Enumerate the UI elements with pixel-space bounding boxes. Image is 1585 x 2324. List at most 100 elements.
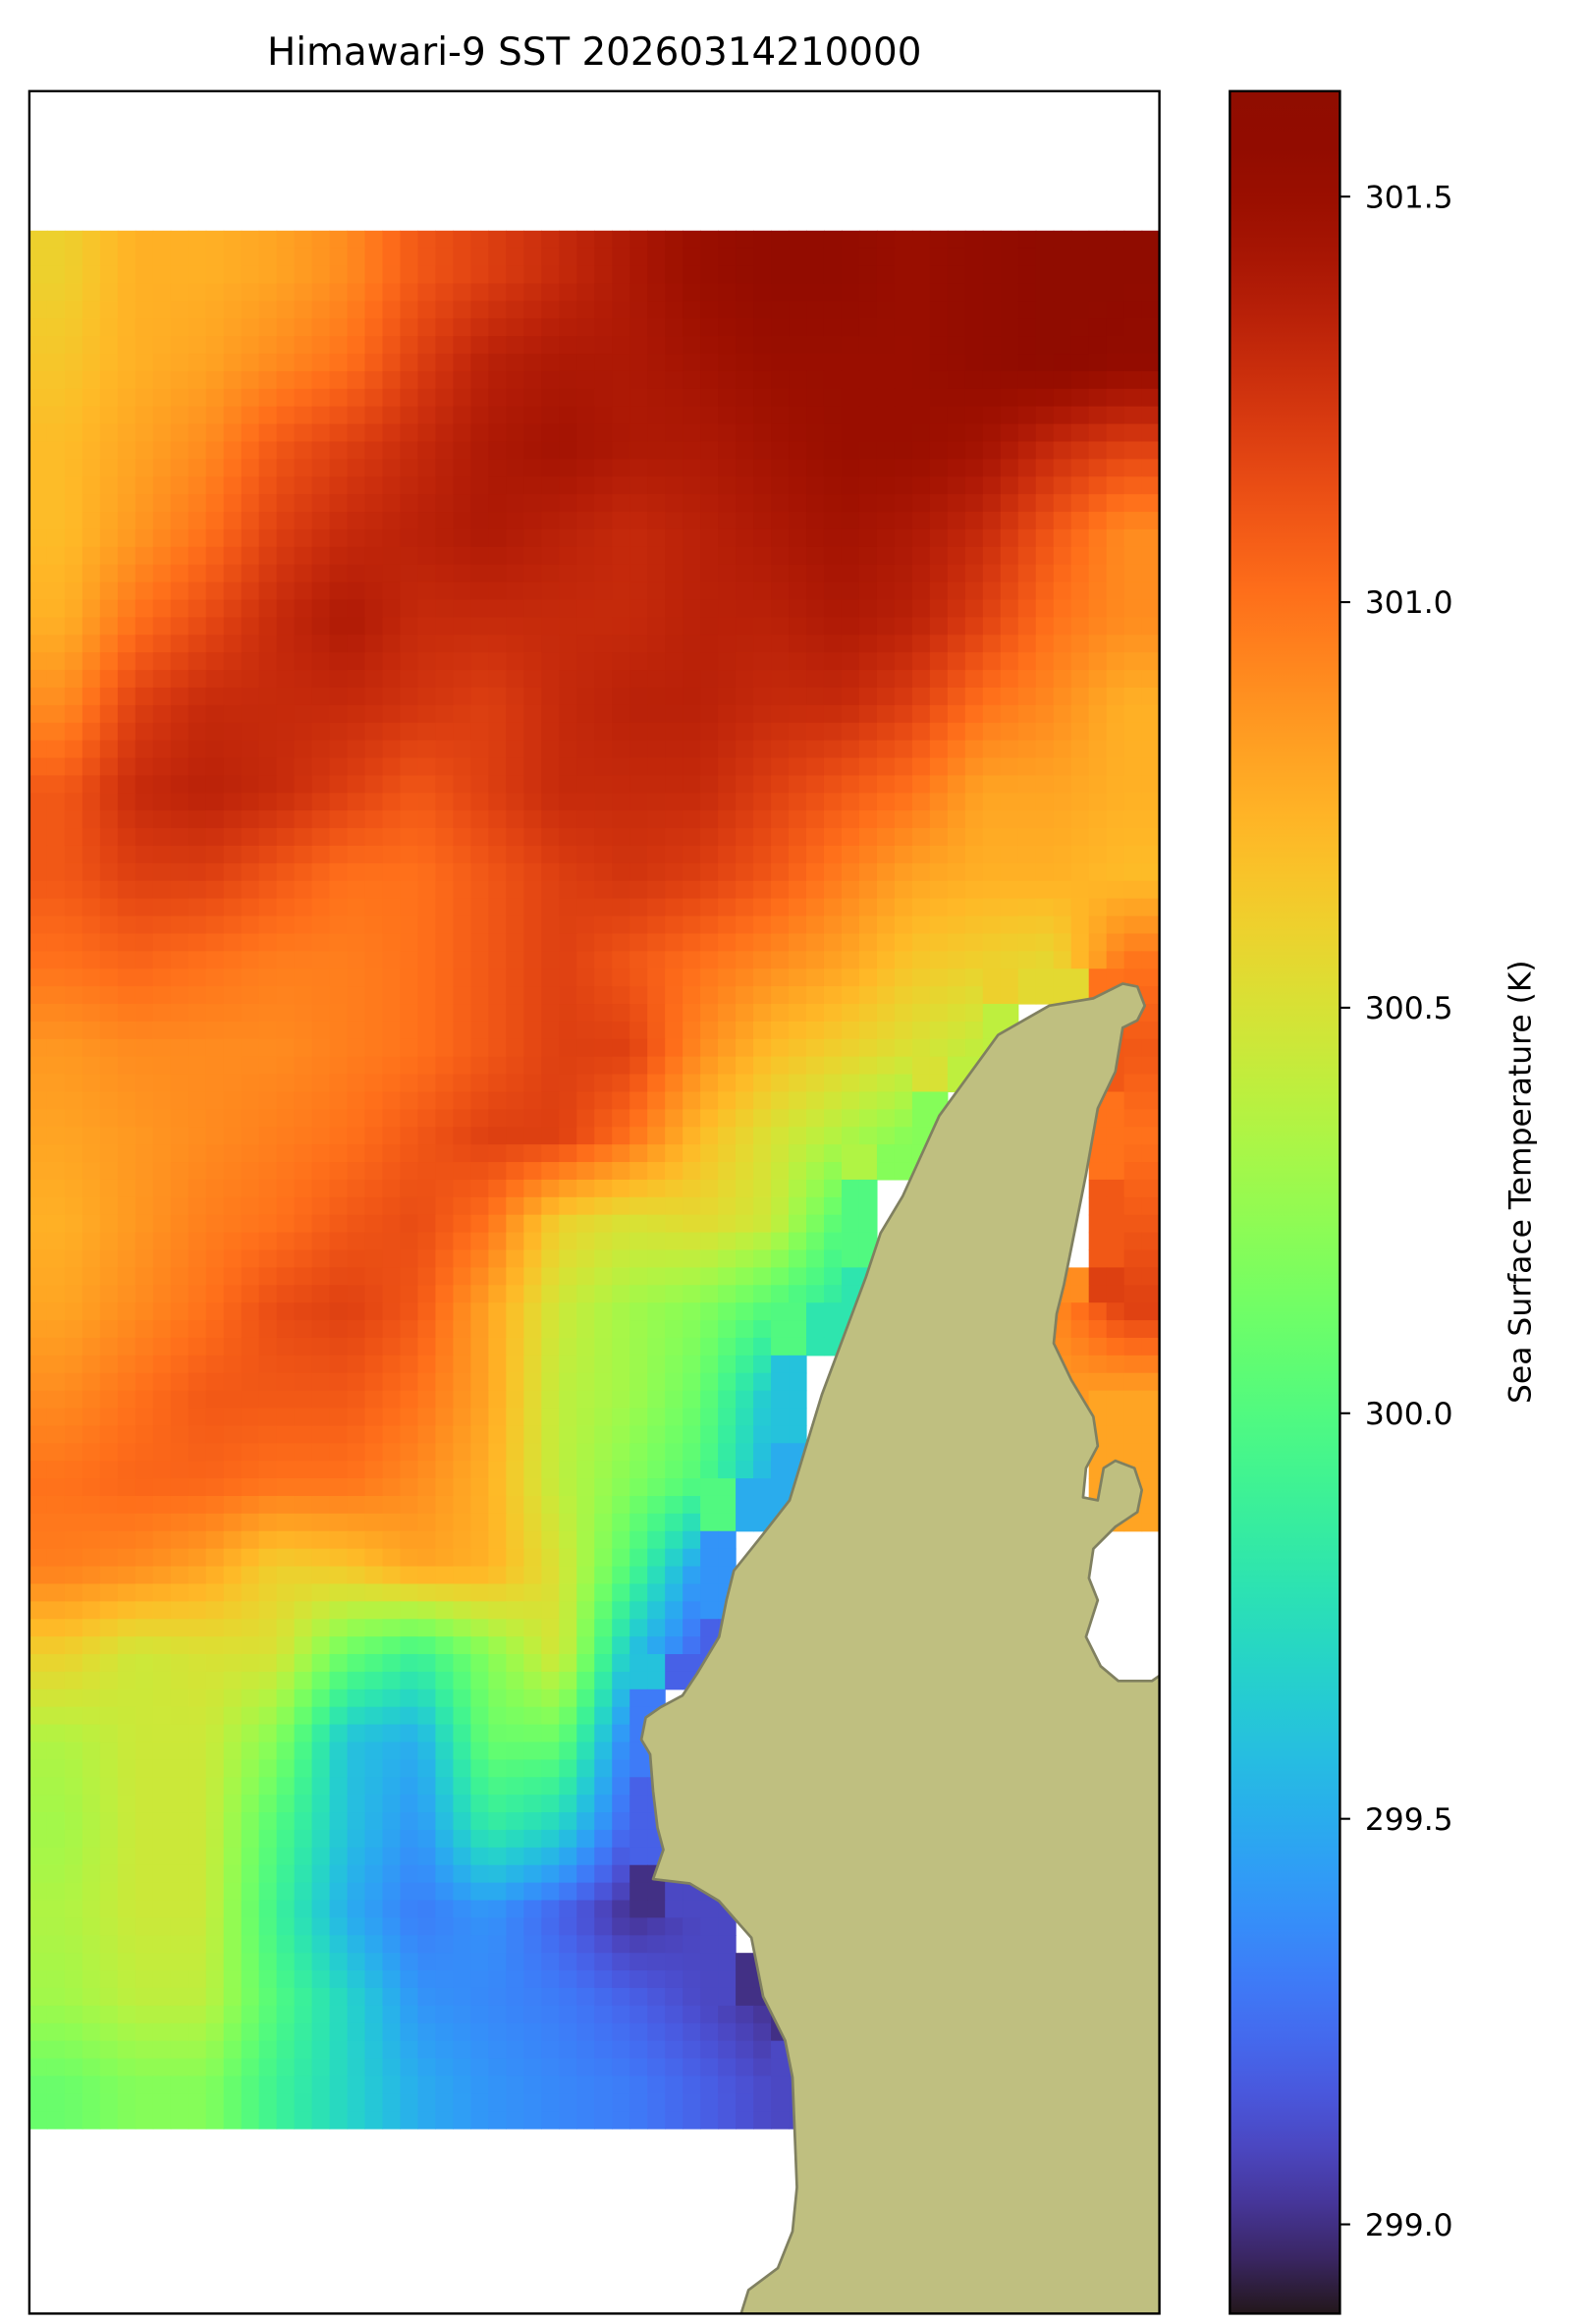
heatmap-cell bbox=[841, 670, 860, 689]
heatmap-cell bbox=[117, 1619, 137, 1637]
heatmap-cell bbox=[470, 810, 489, 829]
heatmap-cell bbox=[806, 1127, 825, 1145]
heatmap-cell bbox=[28, 1320, 48, 1339]
heatmap-cell bbox=[435, 1214, 455, 1234]
heatmap-cell bbox=[117, 1601, 137, 1620]
heatmap-cell bbox=[470, 968, 489, 987]
heatmap-cell bbox=[205, 635, 225, 653]
heatmap-cell bbox=[858, 986, 878, 1005]
heatmap-cell bbox=[1035, 670, 1055, 689]
heatmap-cell bbox=[417, 1390, 437, 1410]
heatmap-cell bbox=[771, 512, 790, 530]
heatmap-cell bbox=[753, 687, 772, 706]
heatmap-cell bbox=[28, 986, 48, 1005]
heatmap-cell bbox=[753, 1038, 772, 1058]
heatmap-cell bbox=[170, 1127, 190, 1145]
heatmap-cell bbox=[894, 670, 913, 689]
heatmap-cell bbox=[205, 1408, 225, 1427]
heatmap-cell bbox=[135, 617, 154, 636]
heatmap-cell bbox=[594, 1688, 613, 1708]
heatmap-cell bbox=[541, 441, 560, 460]
heatmap-cell bbox=[1017, 336, 1037, 355]
heatmap-cell bbox=[541, 1619, 560, 1637]
heatmap-cell bbox=[99, 476, 119, 495]
heatmap-cell bbox=[223, 1671, 243, 1690]
heatmap-cell bbox=[311, 652, 331, 671]
heatmap-cell bbox=[382, 599, 402, 618]
heatmap-cell bbox=[152, 528, 172, 548]
heatmap-cell bbox=[1123, 722, 1143, 742]
heatmap-cell bbox=[364, 1179, 384, 1198]
heatmap-cell bbox=[453, 1671, 471, 1690]
heatmap-cell bbox=[1035, 652, 1055, 671]
heatmap-cell bbox=[700, 476, 719, 495]
heatmap-cell bbox=[612, 546, 630, 566]
heatmap-cell bbox=[982, 1004, 1002, 1023]
heatmap-cell bbox=[99, 1495, 119, 1515]
heatmap-cell bbox=[629, 1513, 648, 1532]
heatmap-cell bbox=[771, 1425, 790, 1444]
heatmap-cell bbox=[982, 512, 1002, 530]
heatmap-cell bbox=[1141, 687, 1160, 706]
heatmap-cell bbox=[294, 1777, 313, 1796]
heatmap-cell bbox=[612, 370, 630, 390]
heatmap-cell bbox=[28, 1619, 48, 1637]
heatmap-cell bbox=[541, 564, 560, 583]
heatmap-cell bbox=[258, 1302, 278, 1321]
heatmap-cell bbox=[736, 265, 754, 285]
heatmap-cell bbox=[541, 1601, 560, 1620]
heatmap-cell bbox=[329, 494, 349, 513]
heatmap-cell bbox=[789, 617, 807, 636]
heatmap-cell bbox=[753, 757, 772, 777]
heatmap-cell bbox=[806, 704, 825, 724]
heatmap-cell bbox=[541, 1583, 560, 1602]
heatmap-cell bbox=[417, 1091, 437, 1110]
heatmap-cell bbox=[435, 388, 455, 408]
heatmap-cell bbox=[223, 441, 243, 460]
heatmap-cell bbox=[64, 512, 83, 530]
heatmap-cell bbox=[1017, 230, 1037, 249]
heatmap-cell bbox=[364, 670, 384, 689]
heatmap-cell bbox=[594, 1425, 613, 1444]
heatmap-cell bbox=[1106, 898, 1125, 917]
heatmap-cell bbox=[294, 1408, 313, 1427]
heatmap-cell bbox=[523, 687, 542, 706]
heatmap-cell bbox=[488, 564, 507, 583]
heatmap-cell bbox=[46, 722, 66, 742]
heatmap-cell bbox=[400, 1004, 419, 1023]
heatmap-cell bbox=[647, 1056, 666, 1076]
heatmap-cell bbox=[665, 494, 683, 513]
heatmap-cell bbox=[64, 862, 83, 882]
heatmap-cell bbox=[1070, 951, 1090, 969]
heatmap-cell bbox=[736, 1372, 754, 1392]
heatmap-cell bbox=[1000, 599, 1019, 618]
heatmap-cell bbox=[64, 1777, 83, 1796]
heatmap-cell bbox=[294, 441, 313, 460]
heatmap-cell bbox=[347, 1038, 366, 1058]
heatmap-cell bbox=[170, 1285, 190, 1303]
heatmap-cell bbox=[435, 1320, 455, 1339]
heatmap-cell bbox=[929, 722, 949, 742]
heatmap-cell bbox=[470, 1249, 489, 1268]
heatmap-cell bbox=[46, 248, 66, 267]
heatmap-cell bbox=[683, 406, 701, 425]
heatmap-cell bbox=[435, 423, 455, 443]
heatmap-cell bbox=[576, 1056, 595, 1076]
heatmap-cell bbox=[152, 1566, 172, 1585]
heatmap-cell bbox=[523, 230, 542, 249]
heatmap-cell bbox=[311, 1337, 331, 1356]
heatmap-cell bbox=[1123, 301, 1143, 319]
heatmap-cell bbox=[982, 670, 1002, 689]
heatmap-cell bbox=[276, 898, 296, 917]
heatmap-cell bbox=[329, 564, 349, 583]
heatmap-cell bbox=[771, 968, 790, 987]
heatmap-cell bbox=[223, 1443, 243, 1462]
heatmap-cell bbox=[135, 1671, 154, 1690]
heatmap-cell bbox=[665, 1004, 683, 1023]
heatmap-cell bbox=[506, 775, 524, 794]
heatmap-cell bbox=[205, 248, 225, 267]
heatmap-cell bbox=[64, 354, 83, 372]
heatmap-cell bbox=[276, 528, 296, 548]
heatmap-cell bbox=[612, 1530, 630, 1550]
heatmap-cell bbox=[665, 1267, 683, 1286]
